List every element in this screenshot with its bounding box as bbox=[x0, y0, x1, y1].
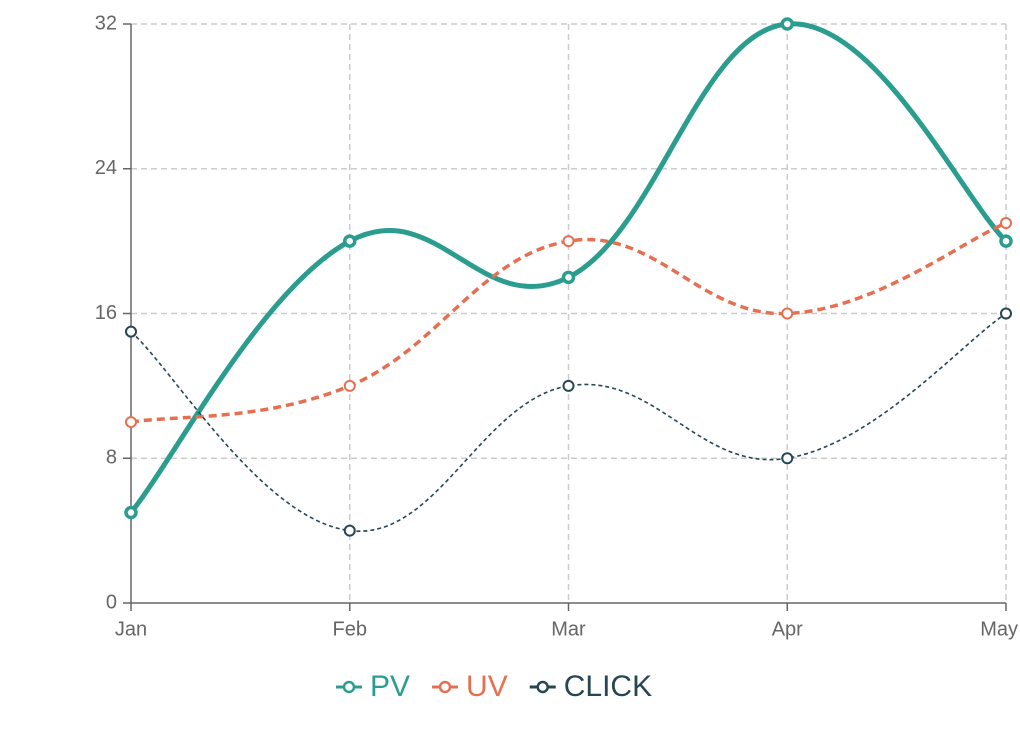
series-line bbox=[130, 312, 1007, 532]
y-tick-label: 24 bbox=[95, 157, 117, 179]
legend-label: CLICK bbox=[564, 670, 652, 703]
data-point bbox=[1000, 217, 1012, 230]
legend: PV UV CLICK bbox=[336, 670, 652, 703]
x-tick-label: Feb bbox=[333, 618, 367, 640]
data-point bbox=[124, 505, 138, 520]
data-point bbox=[343, 234, 357, 248]
data-point bbox=[343, 379, 356, 392]
data-point bbox=[562, 379, 575, 392]
legend-marker bbox=[438, 680, 452, 694]
data-point bbox=[125, 416, 137, 429]
data-point bbox=[125, 325, 137, 338]
data-point bbox=[561, 270, 576, 285]
data-point bbox=[999, 234, 1013, 248]
legend-marker bbox=[342, 680, 356, 694]
data-point bbox=[343, 524, 356, 537]
y-tick-label: 16 bbox=[95, 302, 117, 324]
x-tick-label: Apr bbox=[772, 618, 803, 640]
x-tick-label: May bbox=[980, 618, 1018, 640]
x-tick-label: Jan bbox=[115, 618, 147, 640]
y-tick-label: 32 bbox=[95, 12, 117, 34]
data-point bbox=[781, 307, 794, 320]
data-point bbox=[780, 17, 794, 31]
y-tick-label: 8 bbox=[106, 447, 117, 469]
data-point bbox=[562, 235, 575, 248]
legend-marker bbox=[536, 680, 549, 694]
legend-label: UV bbox=[466, 670, 508, 703]
data-point bbox=[781, 452, 794, 465]
x-tick-label: Mar bbox=[551, 618, 586, 640]
legend-label: PV bbox=[370, 670, 410, 703]
data-point bbox=[1000, 307, 1012, 320]
y-tick-label: 0 bbox=[106, 591, 117, 613]
